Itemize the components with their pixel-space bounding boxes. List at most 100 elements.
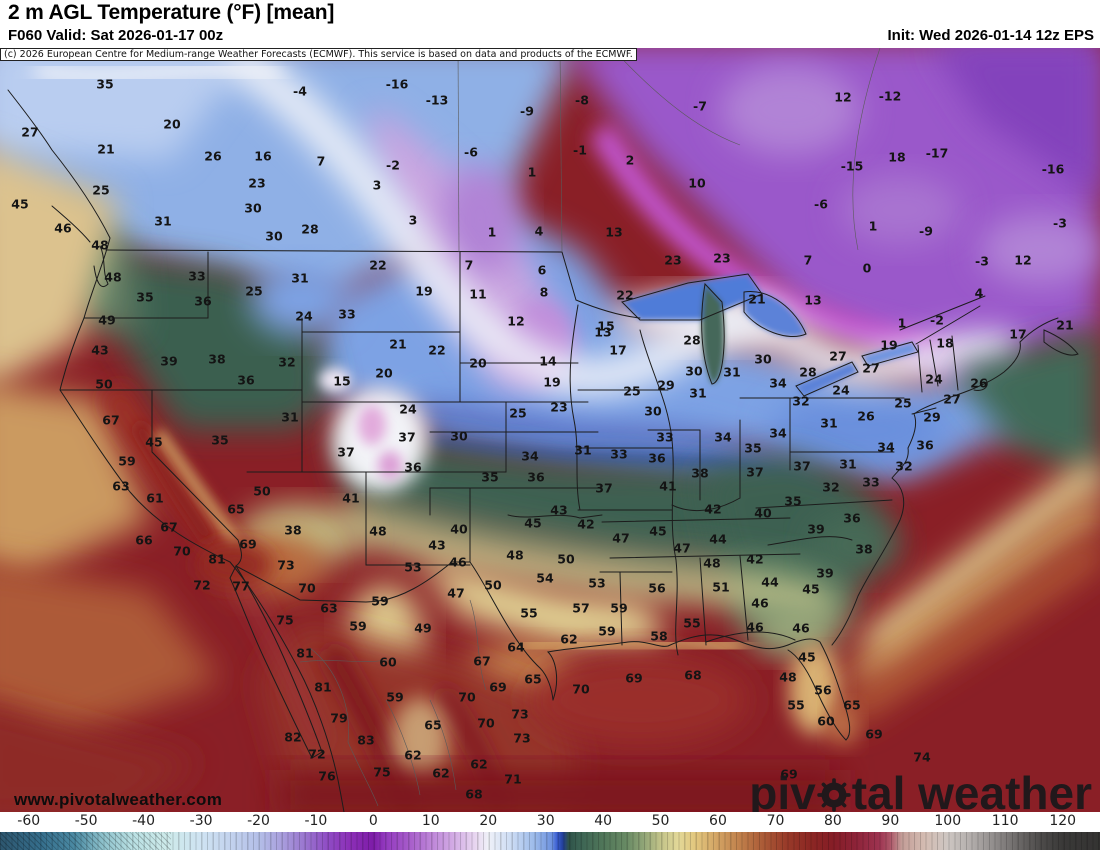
temp-label: 66 <box>135 533 153 548</box>
temp-label: 23 <box>550 400 567 415</box>
temperature-field <box>0 48 1100 812</box>
temp-label: 23 <box>664 253 681 268</box>
temp-label: 59 <box>371 594 388 609</box>
temp-label: 61 <box>146 491 163 506</box>
temp-label: -9 <box>520 104 534 119</box>
colorbar-tick: 40 <box>594 813 613 829</box>
temp-label: 39 <box>807 522 824 537</box>
temp-label: 75 <box>373 765 390 780</box>
temp-label: 34 <box>769 426 787 441</box>
temp-label: 36 <box>527 470 545 485</box>
colorbar-tick: 60 <box>709 813 727 829</box>
temp-label: 15 <box>597 319 614 334</box>
temp-label: 30 <box>450 429 468 444</box>
temp-label: 35 <box>211 433 228 448</box>
temp-label: -2 <box>930 313 944 328</box>
temp-label: 37 <box>337 445 354 460</box>
temp-label: 2 <box>626 153 635 168</box>
temp-label: 45 <box>524 516 541 531</box>
temp-label: 4 <box>535 224 544 239</box>
temp-label: 67 <box>473 654 490 669</box>
temp-label: 60 <box>817 714 835 729</box>
temp-label: -16 <box>1042 162 1065 177</box>
temp-label: 59 <box>598 624 615 639</box>
temp-label: 82 <box>284 730 301 745</box>
temp-label: 46 <box>54 221 72 236</box>
temp-label: 21 <box>1056 318 1073 333</box>
temp-label: 81 <box>314 680 331 695</box>
temp-label: 32 <box>792 394 809 409</box>
temp-label: 40 <box>450 522 468 537</box>
temp-label: 34 <box>714 430 732 445</box>
map-borders <box>7 89 1079 812</box>
temp-label: 27 <box>943 392 960 407</box>
colorbar-tick: 0 <box>368 813 378 829</box>
temp-label: 70 <box>173 544 191 559</box>
temp-label: 31 <box>574 443 591 458</box>
temp-label: 63 <box>112 479 129 494</box>
temp-label: 30 <box>644 404 662 419</box>
temp-label: 15 <box>333 374 350 389</box>
temp-label: 73 <box>511 707 528 722</box>
temp-label: 42 <box>746 552 763 567</box>
temp-label: 37 <box>793 459 810 474</box>
temp-label: 22 <box>616 288 633 303</box>
temp-label: 59 <box>386 690 403 705</box>
temp-label: 14 <box>539 354 557 369</box>
temp-label: 18 <box>888 150 905 165</box>
temp-label: 37 <box>398 430 415 445</box>
temp-label: 50 <box>253 484 271 499</box>
temp-label: -15 <box>841 159 864 174</box>
temp-label: 28 <box>799 365 816 380</box>
temp-label: 7 <box>465 258 474 273</box>
temp-label: 35 <box>784 494 801 509</box>
colorbar <box>0 832 1100 850</box>
temp-label: 65 <box>843 698 860 713</box>
temp-label: 32 <box>895 459 912 474</box>
temp-label: 81 <box>296 646 313 661</box>
colorbar-tick: -60 <box>17 813 41 829</box>
temp-label: 38 <box>284 523 301 538</box>
temp-label: 31 <box>820 416 837 431</box>
colorbar-tick: 110 <box>991 813 1019 829</box>
temp-label: 65 <box>227 502 244 517</box>
temp-label: 70 <box>572 682 590 697</box>
temp-label: 31 <box>291 271 308 286</box>
map-area[interactable]: 35 -16 -4 -13 -8 -9 -7 12 -12 27 20 21 26 16 7 -6 -1 2 -2 1… <box>0 48 1100 812</box>
temp-label: 3 <box>373 178 382 193</box>
temp-label: 34 <box>877 440 895 455</box>
temp-label: 64 <box>507 640 525 655</box>
temp-label: 55 <box>683 616 700 631</box>
temp-label: 26 <box>857 409 875 424</box>
temp-label: 11 <box>469 287 486 302</box>
temp-label: 76 <box>318 769 336 784</box>
temp-label: 41 <box>659 479 676 494</box>
temp-label: 72 <box>308 747 325 762</box>
temp-label: 25 <box>509 406 526 421</box>
temp-label: 20 <box>469 356 487 371</box>
temp-label: 37 <box>595 481 612 496</box>
temp-label: 1 <box>869 219 878 234</box>
temp-label: 83 <box>357 733 374 748</box>
brand-pre: piv <box>749 767 816 812</box>
temp-label: 39 <box>160 354 177 369</box>
temp-label: 58 <box>650 629 667 644</box>
temp-label: 48 <box>91 238 108 253</box>
temp-label: 48 <box>779 670 796 685</box>
temp-label: 31 <box>154 214 171 229</box>
colorbar-tick: -30 <box>189 813 213 829</box>
temp-label: 12 <box>507 314 524 329</box>
temp-label: 75 <box>276 613 293 628</box>
temp-label: 6 <box>538 263 547 278</box>
temp-label: 33 <box>656 430 673 445</box>
temp-label: 36 <box>194 294 212 309</box>
temp-label: 24 <box>399 402 417 417</box>
temp-label: 25 <box>894 396 911 411</box>
temp-label: 69 <box>239 537 256 552</box>
temp-label: 13 <box>804 293 821 308</box>
temp-label: 23 <box>713 251 730 266</box>
temp-label: 56 <box>648 581 666 596</box>
temp-label: 30 <box>265 229 283 244</box>
temp-label: 32 <box>278 355 295 370</box>
